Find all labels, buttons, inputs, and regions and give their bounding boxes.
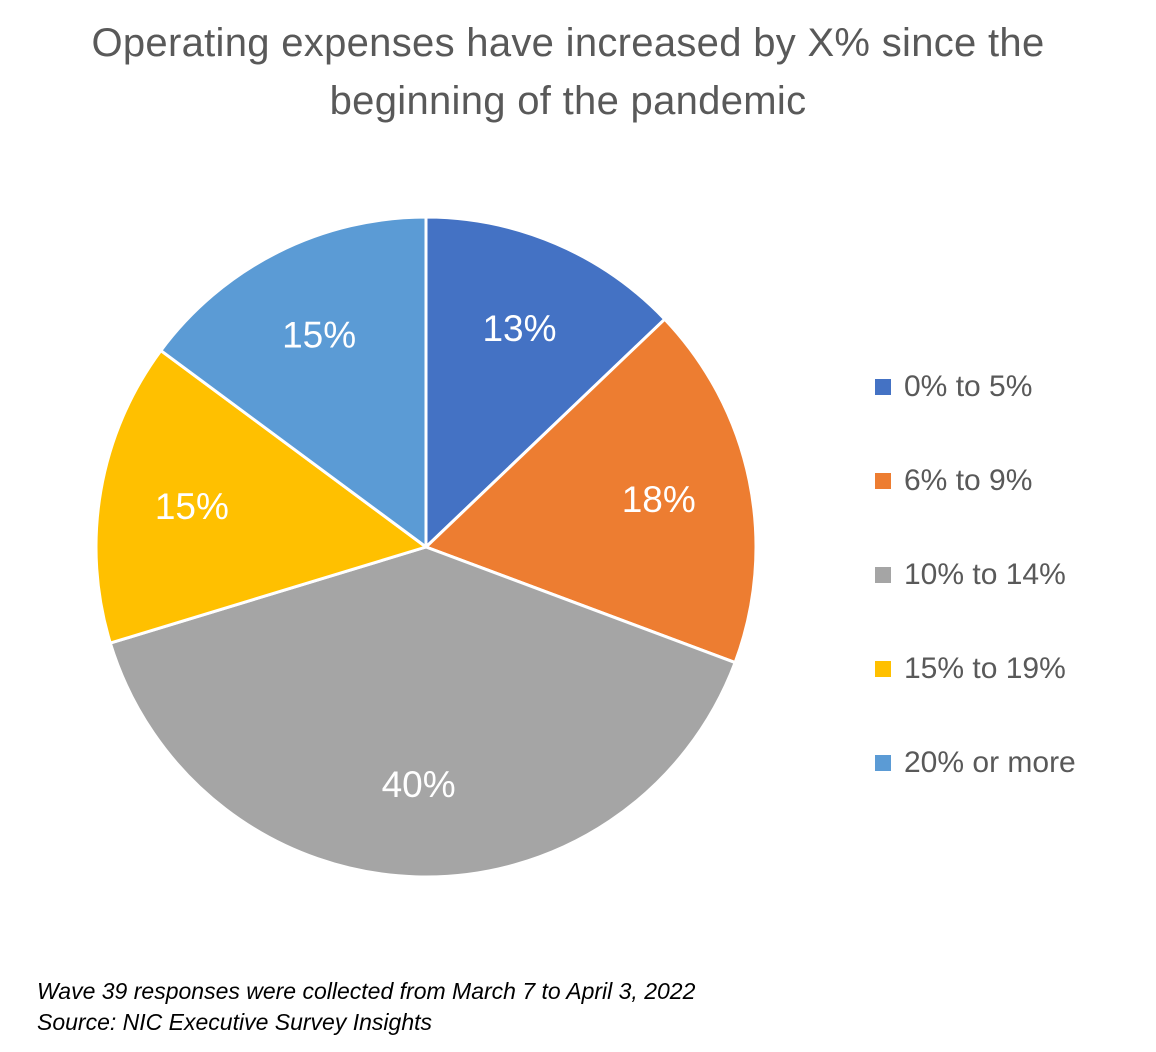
- chart-title-line-1: Operating expenses have increased by X% …: [91, 21, 1045, 65]
- chart-notes: Wave 39 responses were collected from Ma…: [37, 976, 695, 1038]
- data-label-3: 15%: [155, 486, 229, 527]
- chart-title-line-2: beginning of the pandemic: [329, 79, 807, 123]
- chart-legend: 0% to 5% 6% to 9% 10% to 14% 15% to 19% 20% …: [875, 340, 1076, 810]
- data-label-0: 13%: [482, 308, 556, 349]
- pie-slice-0: [424, 215, 667, 549]
- legend-item-4: 20% or more: [875, 716, 1076, 810]
- data-label-2: 40%: [382, 764, 456, 805]
- pie-slice-3: [94, 349, 428, 645]
- pie-slice-2: [108, 545, 737, 879]
- pie-data-labels: 13% 18% 40% 15% 15%: [155, 308, 696, 805]
- pie-slice-4: [159, 215, 428, 549]
- legend-label-0: 0% to 5%: [904, 370, 1033, 403]
- note-wave: Wave 39 responses were collected from Ma…: [37, 978, 696, 1004]
- note-source: Source: NIC Executive Survey Insights: [37, 1009, 432, 1035]
- data-label-1: 18%: [622, 479, 696, 520]
- legend-swatch-4: [875, 755, 891, 771]
- data-label-4: 15%: [282, 314, 356, 355]
- legend-label-3: 15% to 19%: [904, 652, 1066, 685]
- legend-label-4: 20% or more: [904, 746, 1076, 779]
- legend-swatch-3: [875, 661, 891, 677]
- legend-swatch-0: [875, 379, 891, 395]
- legend-item-2: 10% to 14%: [875, 528, 1076, 622]
- legend-swatch-1: [875, 473, 891, 489]
- legend-label-1: 6% to 9%: [904, 464, 1033, 497]
- legend-item-1: 6% to 9%: [875, 434, 1076, 528]
- legend-label-2: 10% to 14%: [904, 558, 1066, 591]
- legend-swatch-2: [875, 567, 891, 583]
- legend-item-0: 0% to 5%: [875, 340, 1076, 434]
- pie-slices: [94, 215, 758, 879]
- legend-item-3: 15% to 19%: [875, 622, 1076, 716]
- chart-title: Operating expenses have increased by X% …: [0, 14, 1136, 130]
